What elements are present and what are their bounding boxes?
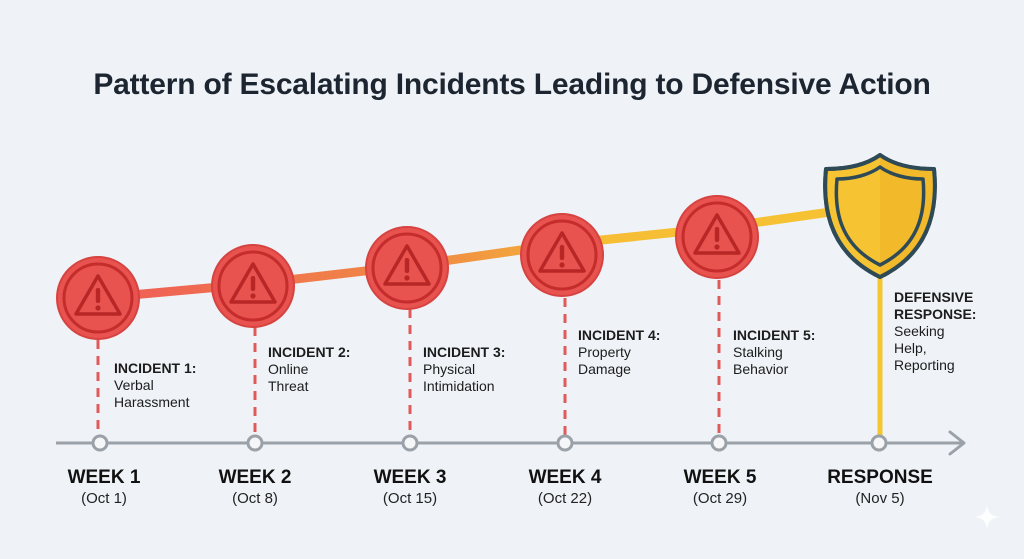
incident-5-heading: INCIDENT 5: (733, 327, 816, 343)
week-1-label: WEEK 1 (Oct 1) (34, 467, 174, 509)
incident-2-desc-2: Threat (268, 378, 309, 394)
incident-5-desc-1: Stalking (733, 344, 783, 360)
incident-2-label: INCIDENT 2: Online Threat (268, 344, 350, 395)
week-1-title: WEEK 1 (67, 467, 141, 488)
sparkle-icon (974, 504, 1000, 530)
response-desc-2: Help, (894, 340, 927, 356)
week-2-title: WEEK 2 (218, 467, 292, 488)
incident-1-desc-1: Verbal (114, 377, 154, 393)
axis-marker-2 (246, 434, 264, 452)
incident-5-label: INCIDENT 5: Stalking Behavior (733, 327, 815, 378)
axis-arrow-icon (948, 430, 966, 456)
response-desc-3: Reporting (894, 357, 955, 373)
time-axis (56, 430, 966, 456)
incident-2-heading: INCIDENT 2: (268, 344, 351, 360)
week-1-date: (Oct 1) (81, 490, 127, 507)
week-3-label: WEEK 3 (Oct 15) (340, 467, 480, 509)
incident-3-label: INCIDENT 3: Physical Intimidation (423, 344, 505, 395)
incident-2-desc-1: Online (268, 361, 309, 377)
response-week-label: RESPONSE (Nov 5) (810, 467, 950, 509)
incident-4-heading: INCIDENT 4: (578, 327, 661, 343)
week-2-date: (Oct 8) (232, 490, 278, 507)
incident-4-desc-1: Property (578, 344, 631, 360)
week-2-label: WEEK 2 (Oct 8) (185, 467, 325, 509)
response-label: DEFENSIVE RESPONSE: Seeking Help, Report… (894, 289, 976, 374)
incident-4-label: INCIDENT 4: Property Damage (578, 327, 660, 378)
diagram-title: Pattern of Escalating Incidents Leading … (93, 68, 931, 101)
week-5-date: (Oct 29) (692, 490, 748, 507)
week-5-title: WEEK 5 (683, 467, 757, 488)
incident-3-warning-icon (364, 225, 450, 311)
incident-1-heading: INCIDENT 1: (114, 360, 197, 376)
incident-5-desc-2: Behavior (733, 361, 789, 377)
axis-marker-5 (710, 434, 728, 452)
week-3-date: (Oct 15) (382, 490, 438, 507)
axis-marker-1 (91, 434, 109, 452)
incident-1-desc-2: Harassment (114, 394, 190, 410)
axis-marker-response (870, 434, 888, 452)
axis-marker-3 (401, 434, 419, 452)
axis-marker-4 (556, 434, 574, 452)
response-heading-2: RESPONSE: (894, 306, 977, 322)
response-title: RESPONSE (827, 467, 933, 488)
incident-1-label: INCIDENT 1: Verbal Harassment (114, 360, 196, 411)
response-desc-1: Seeking (894, 323, 945, 339)
incident-1-warning-icon (55, 255, 141, 341)
incident-2-warning-icon (210, 243, 296, 329)
incident-5-warning-icon (674, 194, 760, 280)
week-4-title: WEEK 4 (528, 467, 602, 488)
incident-3-heading: INCIDENT 3: (423, 344, 506, 360)
shield-icon (823, 153, 937, 279)
week-5-label: WEEK 5 (Oct 29) (650, 467, 790, 509)
response-date: (Nov 5) (855, 490, 905, 507)
connectors (96, 275, 883, 436)
week-4-date: (Oct 22) (537, 490, 593, 507)
week-3-title: WEEK 3 (373, 467, 447, 488)
response-heading-1: DEFENSIVE (894, 289, 974, 305)
incident-4-warning-icon (519, 212, 605, 298)
incident-3-desc-2: Intimidation (423, 378, 495, 394)
week-4-label: WEEK 4 (Oct 22) (495, 467, 635, 509)
incident-3-desc-1: Physical (423, 361, 476, 377)
incident-4-desc-2: Damage (578, 361, 631, 377)
